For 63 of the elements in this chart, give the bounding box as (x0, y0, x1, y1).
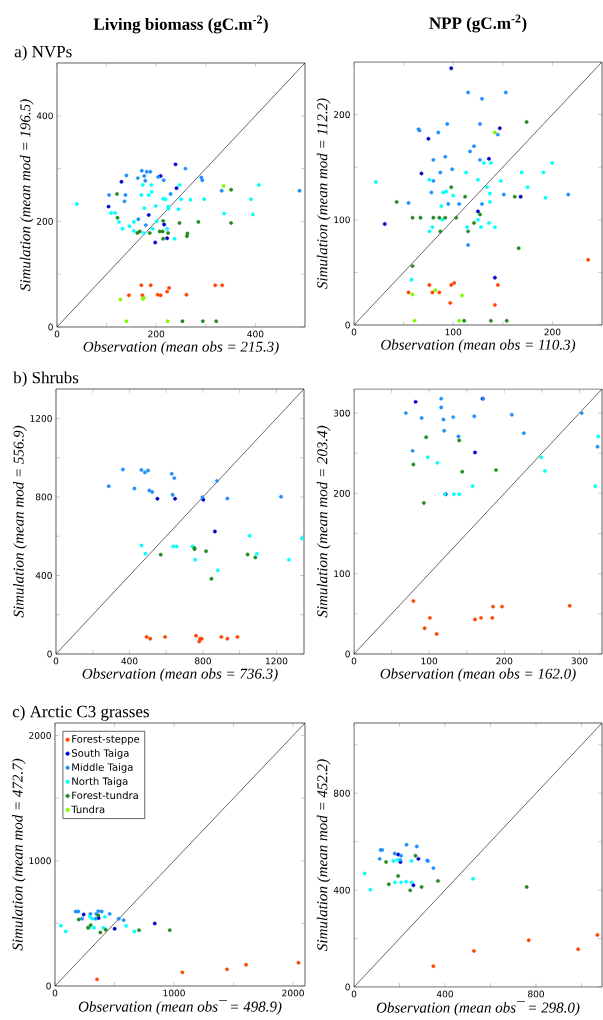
chart-subtitle: a) NVPs (14, 45, 72, 61)
x-tick-label: 0 (351, 990, 357, 998)
x-tick-label: 400 (247, 330, 264, 338)
y-tick-label: 0 (47, 650, 52, 658)
x-tick-label: 2000 (282, 989, 304, 997)
y-tick-label: 2000 (29, 732, 51, 739)
chart-subtitle: c) Arctic C3 grasses (12, 705, 149, 721)
x-tick-label: 0 (54, 330, 60, 338)
chart-title: NPP (gC.m$^{-2}$) (429, 14, 527, 33)
x-tick-label: 800 (194, 657, 211, 665)
x-tick-label: 800 (528, 990, 545, 998)
legend-label: Forest-tundra (72, 791, 138, 800)
x-tick-label: 300 (571, 657, 588, 665)
x-tick-label: 1000 (163, 989, 185, 997)
x-axis-title: Observation (mean obs = 110.3) (381, 339, 576, 353)
y-tick-label: 800 (35, 493, 52, 501)
x-tick-label: 200 (544, 328, 561, 336)
x-tick-label: 0 (351, 657, 357, 665)
x-axis-title: Observation (mean obs¯ = 498.9) (78, 1000, 282, 1015)
y-tick-label: 200 (333, 489, 350, 497)
x-tick-label: 200 (148, 330, 165, 338)
y-axis-title: Simulation (mean mod = 472.7) (12, 758, 26, 951)
x-tick-label: 0 (351, 328, 357, 336)
legend-label: North Taiga (72, 777, 128, 787)
x-tick-label: 100 (421, 657, 438, 665)
x-tick-label: 0 (53, 657, 59, 665)
x-tick-label: 1200 (265, 657, 288, 665)
y-tick-label: 1200 (30, 415, 52, 422)
legend-label: Middle Taiga (72, 763, 133, 773)
y-tick-label: 800 (333, 789, 350, 797)
y-tick-label: 0 (345, 650, 350, 658)
chart-title: Living biomass (gC.m$^{-2}$) (93, 15, 268, 34)
x-tick-label: 400 (121, 657, 138, 665)
chart-subtitle: b) Shrubs (13, 371, 79, 387)
y-tick-label: 1000 (29, 857, 51, 865)
y-tick-label: 0 (48, 323, 53, 331)
x-axis-title: Observation (mean obs = 162.0) (380, 668, 576, 682)
y-axis-title: Simulation (mean mod = 556.9) (13, 425, 27, 618)
y-tick-label: 100 (334, 570, 350, 578)
x-axis-title: Observation (mean obs¯ = 298.0) (376, 1001, 580, 1016)
y-tick-label: 400 (36, 112, 53, 120)
y-tick-label: 0 (46, 982, 51, 990)
legend-label: Tundra (71, 805, 105, 814)
x-tick-label: 0 (52, 989, 58, 997)
y-tick-label: 0 (345, 321, 350, 329)
x-tick-label: 400 (436, 990, 453, 998)
y-tick-label: 0 (345, 983, 350, 991)
y-axis-title: Simulation (mean mod = 112.2) (316, 98, 331, 289)
y-axis-title: Simulation (mean mod = 196.5) (19, 99, 34, 291)
legend-label: Forest-steppe (72, 735, 140, 745)
y-axis-title: Simulation (mean mod = 203.4) (316, 425, 331, 618)
y-tick-label: 200 (333, 111, 350, 118)
y-tick-label: 400 (333, 886, 350, 894)
y-tick-label: 100 (334, 216, 350, 224)
legend-label: South Taiga (71, 749, 129, 759)
x-axis-title: Observation (mean obs = 215.3) (83, 341, 279, 355)
y-tick-label: 300 (333, 409, 350, 417)
y-axis-title: Simulation (mean mod = 452.2) (316, 759, 331, 951)
x-tick-label: 200 (496, 657, 513, 665)
x-tick-label: 100 (445, 328, 462, 336)
y-tick-label: 400 (35, 572, 52, 579)
y-tick-label: 200 (36, 217, 53, 225)
x-axis-title: Observation (mean obs = 736.3) (82, 668, 278, 682)
